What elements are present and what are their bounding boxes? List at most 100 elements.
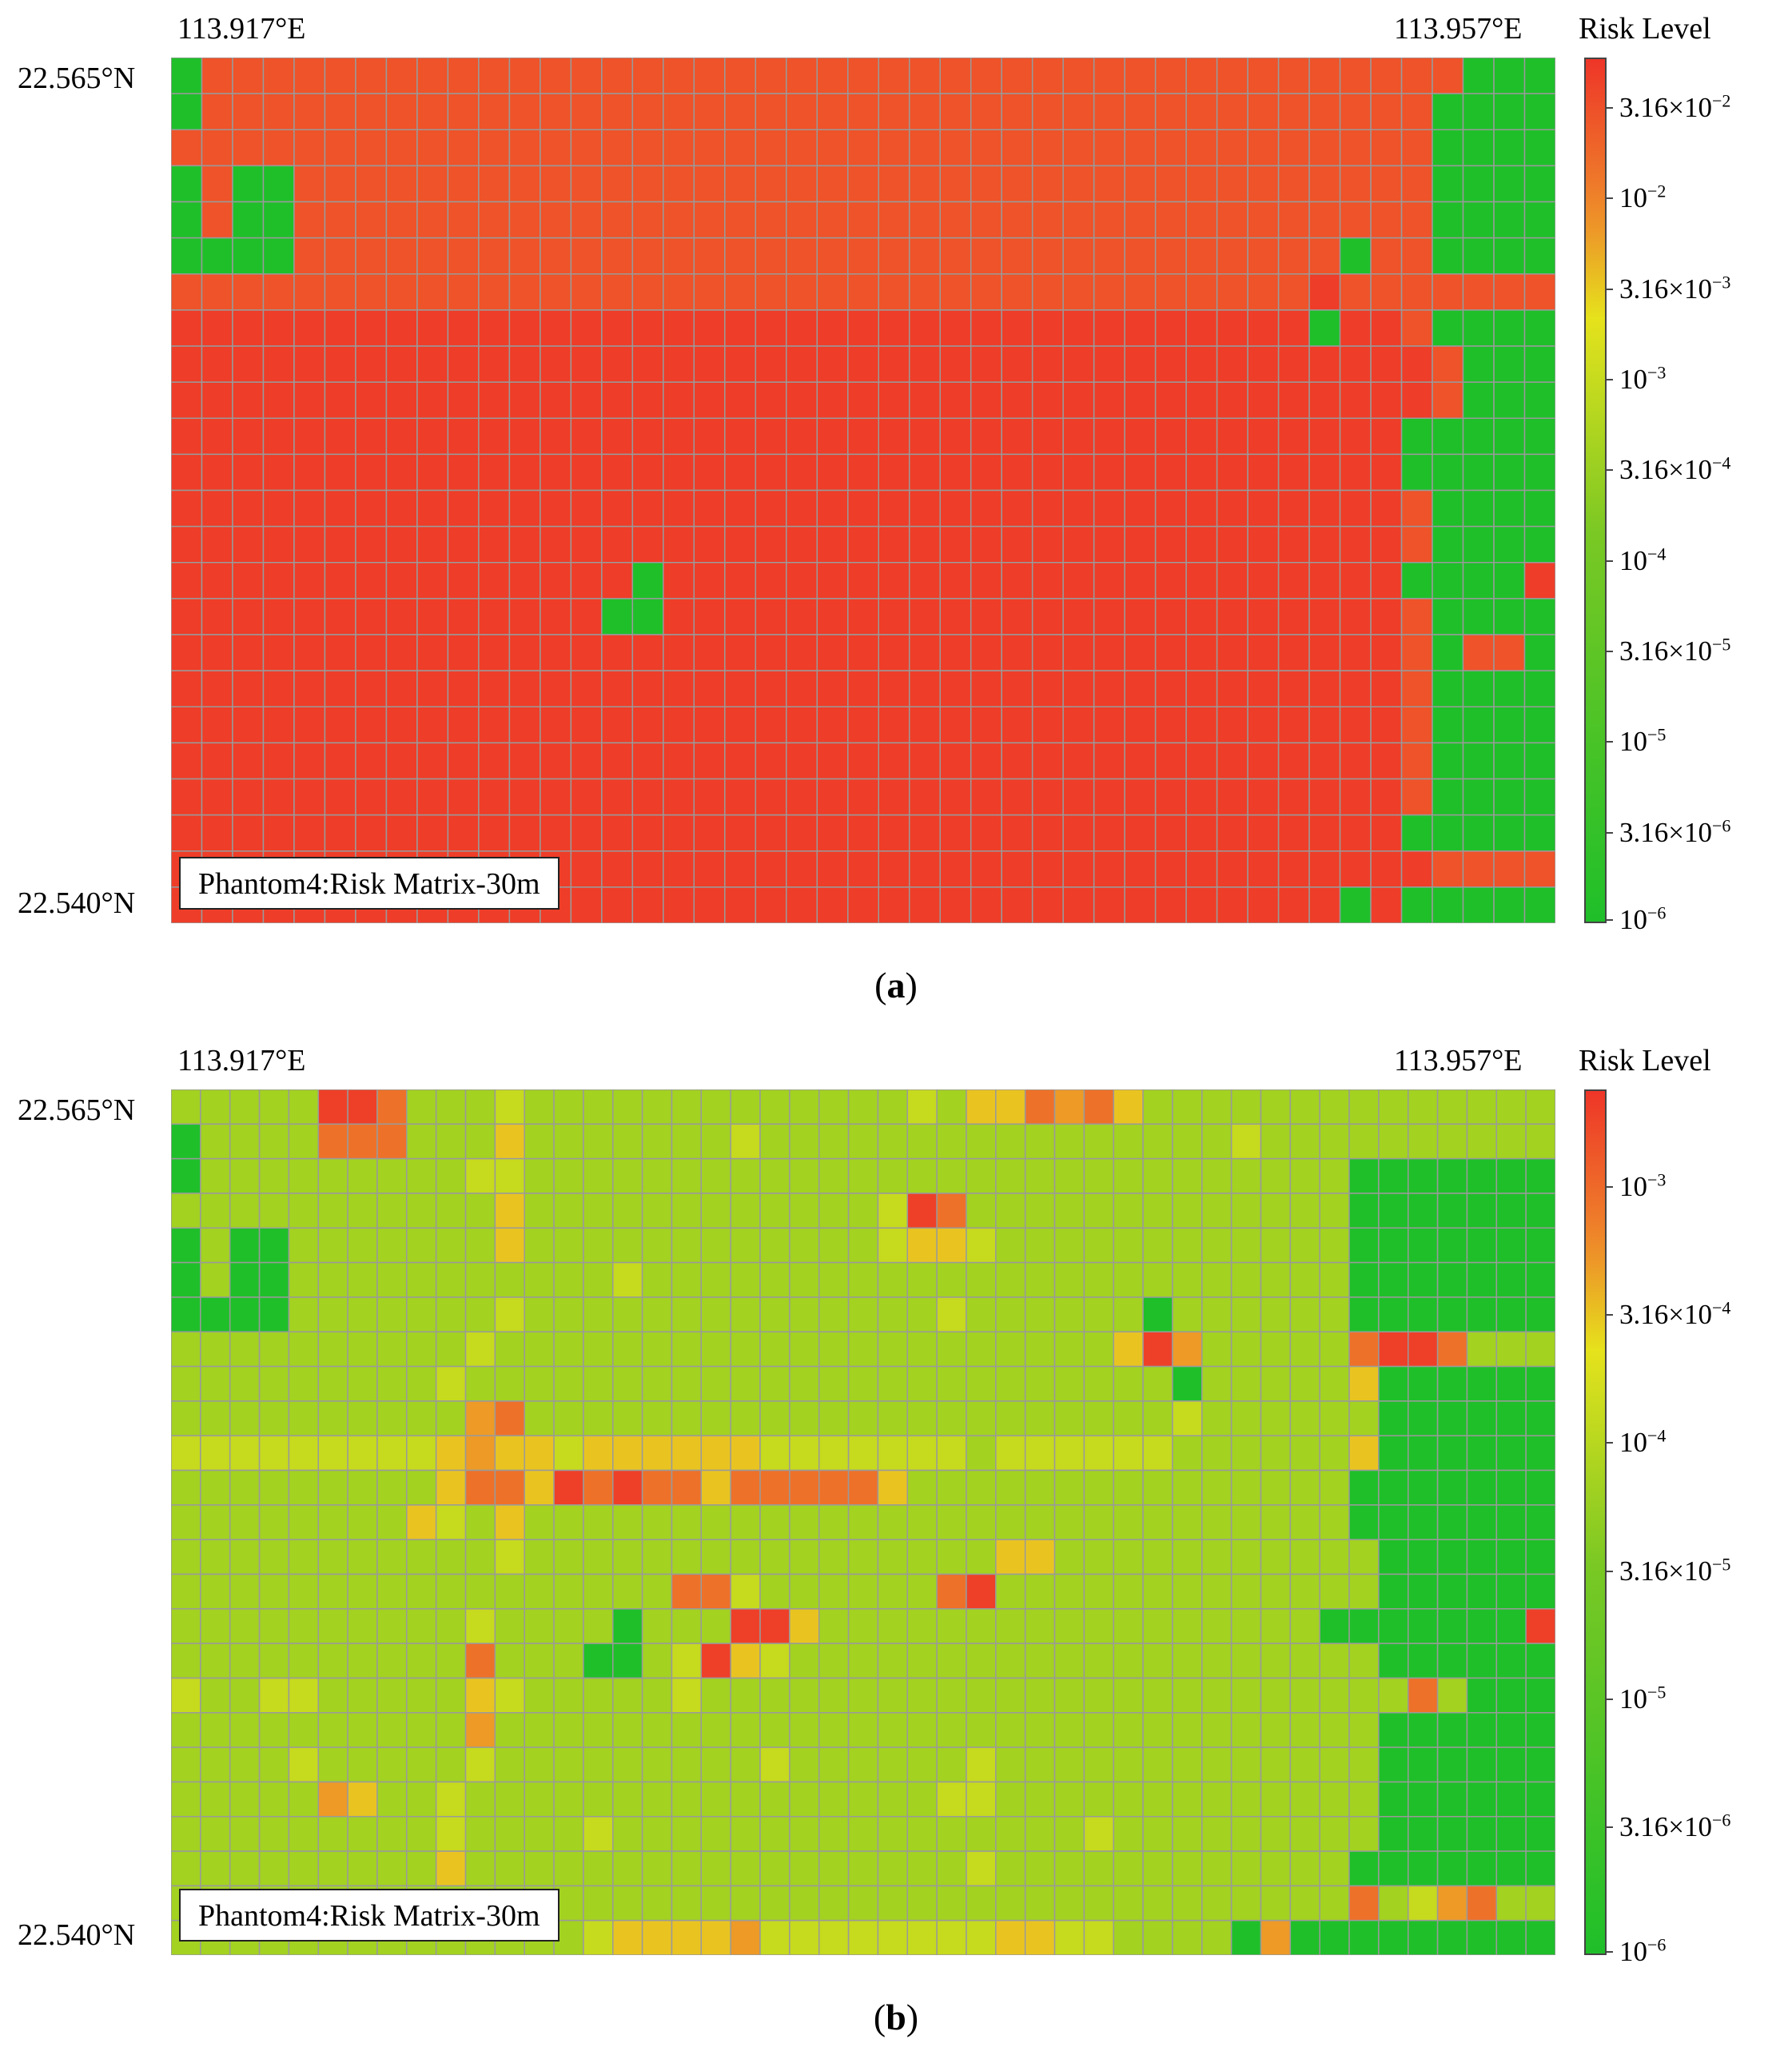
lon-west-label: 113.917°E [177,1044,306,1077]
heatmap-cell [939,670,972,707]
heatmap-cell [201,598,233,635]
heatmap-cell [693,165,726,203]
heatmap-cell [908,525,941,564]
heatmap-cell [1407,1469,1439,1506]
heatmap-cell [447,381,480,419]
heatmap-cell [1216,489,1248,528]
heatmap-cell [570,814,603,852]
heatmap-cell [1289,1504,1320,1540]
heatmap-cell [385,237,418,275]
heatmap-cell [478,742,511,780]
heatmap-cell [258,1227,290,1264]
heatmap-cell [293,453,326,492]
heatmap-cell [376,1746,408,1783]
tick-label: 10−4 [1619,1425,1667,1459]
heatmap-cell [524,1573,555,1610]
heatmap-cell [1154,489,1187,528]
heatmap-cell [200,1296,231,1332]
heatmap-cell [970,453,1002,492]
heatmap-cell [1031,634,1064,671]
heatmap-cell [1339,634,1372,671]
heatmap-cell [818,1712,850,1748]
heatmap-cell [1185,489,1218,528]
heatmap-cell [201,489,233,528]
heatmap-cell [1172,1919,1203,1955]
heatmap-cell [1319,1712,1350,1748]
heatmap-cell [878,309,910,347]
heatmap-cell [847,1746,879,1783]
heatmap-cell [877,1885,909,1922]
heatmap-cell [347,1643,378,1679]
heatmap-cell [347,1400,378,1436]
heatmap-cell [1370,778,1403,816]
heatmap-cell [1247,129,1280,167]
heatmap-cell [755,129,787,167]
heatmap-cell [171,1193,201,1229]
heatmap-cell [171,1608,201,1644]
heatmap-cell [1024,1400,1056,1436]
heatmap-cell [1523,165,1555,203]
heatmap-cell [258,1850,290,1887]
heatmap-cell [1024,1504,1056,1540]
heatmap-cell [966,1469,997,1506]
heatmap-cell [229,1193,261,1229]
heatmap-cell [232,670,265,707]
heatmap-cell [631,165,664,203]
heatmap-cell [1525,1712,1555,1748]
heatmap-cell [641,1157,673,1194]
heatmap-cell [1308,309,1341,347]
heatmap-cell [1289,1677,1320,1714]
heatmap-cell [663,814,695,852]
heatmap-cell [1466,1608,1498,1644]
heatmap-cell [232,58,265,94]
heatmap-cell [1523,93,1555,130]
heatmap-cell [755,273,787,311]
heatmap-cell [1277,165,1310,203]
heatmap-cell [1185,237,1218,275]
heatmap-cell [1400,814,1433,852]
heatmap-cell [847,1885,879,1922]
heatmap-cell [1400,489,1433,528]
heatmap-cell [1230,1850,1262,1887]
heatmap-cell [1113,1261,1144,1298]
heatmap-cell [229,1331,261,1368]
heatmap-cell [200,1193,231,1229]
heatmap-cell [847,1919,879,1955]
heatmap-cell [1053,1712,1085,1748]
heatmap-cell [1436,1365,1468,1402]
heatmap-cell [464,1469,496,1506]
heatmap-cell [1113,1677,1144,1714]
heatmap-cell [508,345,541,383]
heatmap-cell [416,345,449,383]
heatmap-cell [724,706,757,744]
heatmap-cell [1339,201,1372,239]
heatmap-cell [1083,1815,1114,1852]
heatmap-cell [970,165,1002,203]
heatmap-cell [700,1365,731,1402]
heatmap-cell [1432,670,1464,707]
heatmap-cell [789,1919,820,1955]
heatmap-cell [1378,1331,1409,1368]
heatmap-cell [1466,1504,1498,1540]
heatmap-cell [355,706,388,744]
heatmap-cell [229,1746,261,1783]
heatmap-cell [288,1400,320,1436]
heatmap-cell [818,1400,850,1436]
heatmap-cell [759,1193,790,1229]
heatmap-cell [1339,814,1372,852]
heatmap-cell [816,237,849,275]
heatmap-cell [376,1712,408,1748]
heatmap-cell [847,778,879,816]
heatmap-cell [641,1193,673,1229]
heatmap-cell [1201,1331,1232,1368]
heatmap-cell [416,814,449,852]
heatmap-cell [878,201,910,239]
heatmap-cell [847,670,879,707]
heatmap-cell [317,1261,348,1298]
heatmap-cell [376,1400,408,1436]
heatmap-cell [601,814,634,852]
heatmap-cell [464,1573,496,1610]
heatmap-cell [786,814,818,852]
heatmap-cell [818,1746,850,1783]
heatmap-cell [1289,1331,1320,1368]
